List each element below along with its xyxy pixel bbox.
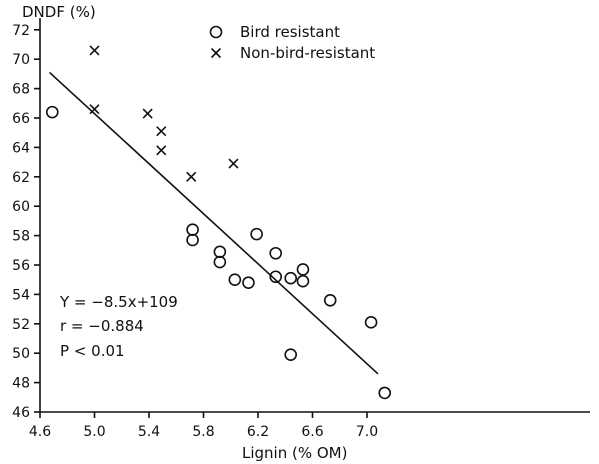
bird-resistant-point	[323, 293, 337, 307]
y-axis-ticks: 46 48 50 52 54 56 58 60 62 64 66 68 70 72	[12, 23, 40, 421]
legend-marker-circle	[209, 25, 223, 39]
y-axis-title: DNDF (%)	[22, 3, 96, 21]
x-axis-ticks: 4.6 5.0 5.4 5.8 6.2 6.6 7.0	[29, 412, 378, 440]
y-tick-label: 48	[12, 376, 30, 392]
y-tick-label: 56	[12, 258, 30, 274]
legend: Bird resistant Non-bird-resistant	[209, 23, 375, 62]
regression-line	[48, 71, 379, 375]
bird-resistant-point	[242, 276, 255, 289]
x-tick-label: 6.2	[247, 424, 269, 440]
y-tick-label: 60	[12, 199, 30, 215]
x-tick-label: 5.0	[83, 424, 105, 440]
bird-resistant-point	[296, 263, 310, 276]
x-axis-title: Lignin (% OM)	[242, 444, 347, 462]
x-tick-label: 5.4	[138, 424, 160, 440]
y-tick-label: 50	[12, 346, 30, 362]
y-tick-label: 68	[12, 82, 30, 98]
x-tick-label: 5.8	[192, 424, 214, 440]
non-bird-resistant-point	[89, 104, 100, 115]
bird-resistant-point	[213, 245, 227, 259]
bird-resistant-point	[269, 270, 283, 284]
bird-resistant-point	[378, 386, 392, 400]
non-bird-resistant-point	[156, 145, 167, 156]
bird-resistant-point	[228, 273, 242, 287]
legend-label-bird-resistant: Bird resistant	[240, 23, 340, 41]
y-tick-label: 46	[12, 405, 30, 421]
p-value: P < 0.01	[60, 342, 125, 360]
y-tick-label: 70	[12, 52, 30, 68]
x-tick-label: 7.0	[356, 424, 378, 440]
bird-resistant-point	[269, 246, 283, 260]
non-bird-resistant-point	[156, 126, 167, 137]
y-tick-label: 62	[12, 170, 30, 186]
y-tick-label: 54	[12, 287, 30, 303]
bird-resistant-point	[213, 255, 227, 269]
axes	[39, 18, 590, 413]
y-tick-label: 66	[12, 111, 30, 127]
regression-equation: Y = −8.5x+109	[59, 293, 178, 311]
non-bird-resistant-point	[228, 158, 239, 169]
legend-marker-x	[210, 47, 222, 59]
bird-resistant-point	[364, 316, 378, 329]
bird-resistant-point	[186, 223, 199, 237]
y-tick-label: 72	[12, 23, 30, 39]
correlation-coefficient: r = −0.884	[60, 317, 144, 335]
bird-resistant-point	[250, 227, 263, 241]
x-tick-label: 4.6	[29, 424, 51, 440]
data-marks	[45, 45, 392, 400]
bird-resistant-point	[45, 105, 59, 119]
y-tick-label: 52	[12, 317, 30, 333]
x-tick-label: 6.6	[301, 424, 323, 440]
bird-resistant-point	[284, 348, 298, 361]
y-tick-label: 64	[12, 140, 30, 156]
bird-resistant-point	[296, 274, 310, 288]
legend-label-non-bird-resistant: Non-bird-resistant	[240, 44, 375, 62]
bird-resistant-point	[186, 233, 199, 247]
y-tick-label: 58	[12, 229, 30, 245]
bird-resistant-point	[284, 271, 298, 285]
regression-annotation: Y = −8.5x+109 r = −0.884 P < 0.01	[59, 293, 178, 360]
non-bird-resistant-point	[186, 171, 197, 182]
non-bird-resistant-point	[89, 45, 100, 56]
legend-marks	[209, 25, 223, 59]
non-bird-resistant-point	[142, 108, 153, 119]
